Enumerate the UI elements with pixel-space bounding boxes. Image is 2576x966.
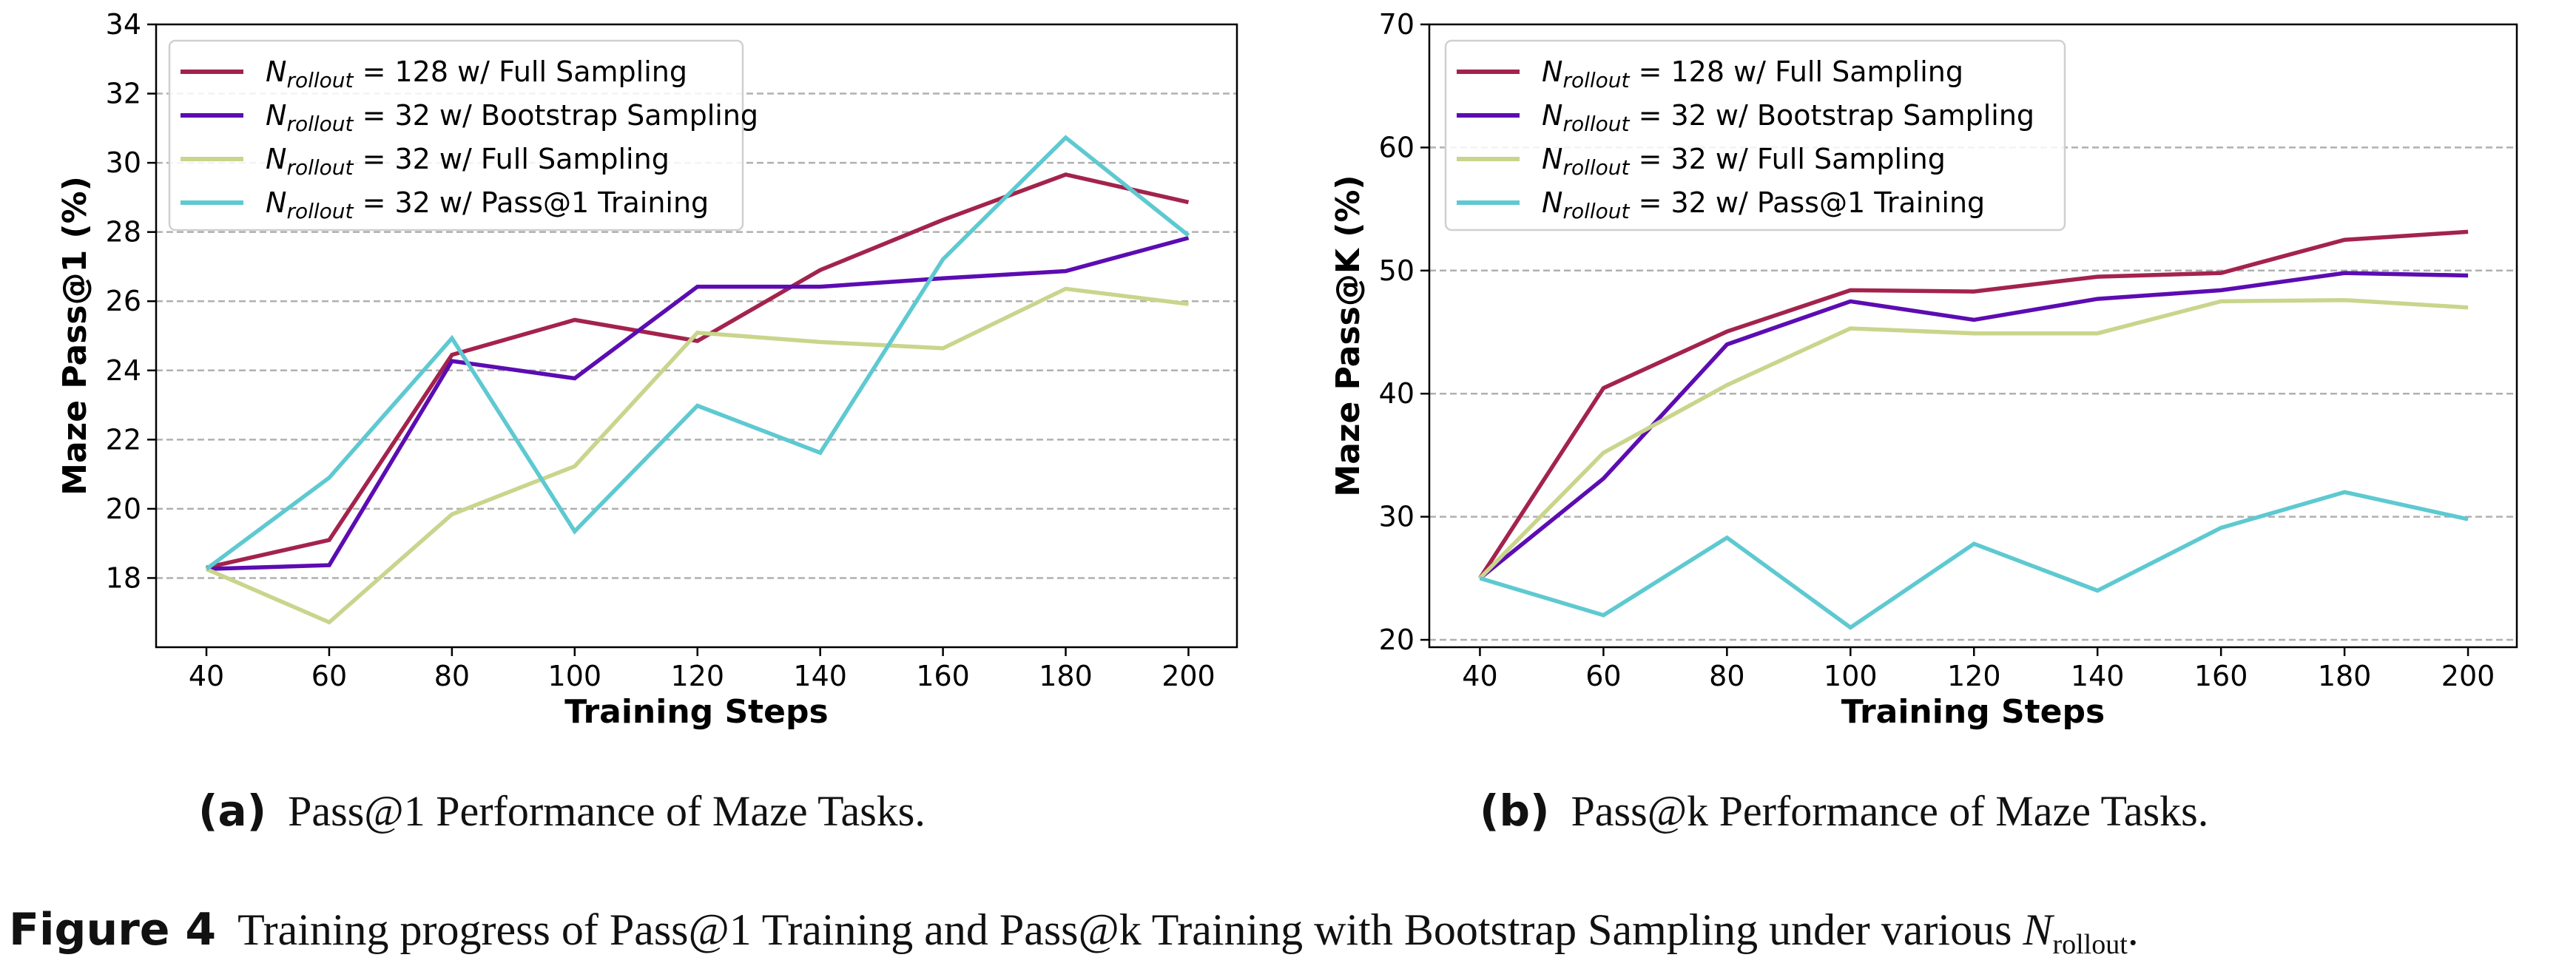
series-line-3 — [1478, 297, 2469, 580]
series-line-4 — [1479, 490, 2469, 630]
caption-b-label: (b) — [1480, 786, 1550, 836]
series-line-1 — [206, 172, 1190, 570]
series-line-1 — [1478, 229, 2469, 580]
x-tick-label: 160 — [2194, 660, 2248, 692]
y-tick-label: 28 — [106, 216, 141, 249]
x-tick-label: 160 — [916, 660, 970, 692]
chart-b: 20 30 40 50 60 70 40 60 80 100 120 140 160 180 200 Trai… — [1329, 8, 2518, 731]
x-tick-label: 100 — [548, 660, 602, 692]
x-tick-label: 120 — [1947, 660, 2001, 692]
legend-entry: Nrollout = 32 w/ Bootstrap Sampling — [266, 99, 758, 136]
y-tick-label: 70 — [1379, 8, 1415, 41]
legend: Nrollout = 128 w/ Full Sampling Nrollout … — [168, 39, 758, 232]
x-tick-label: 100 — [1824, 660, 1878, 692]
y-tick-label: 32 — [106, 78, 141, 110]
caption-a-text: Pass@1 Performance of Maze Tasks. — [288, 787, 925, 835]
x-tick-label: 80 — [1709, 660, 1744, 692]
legend-box — [1444, 39, 2066, 232]
y-tick-label: 60 — [1379, 131, 1415, 163]
y-tick-label: 26 — [106, 285, 141, 317]
plot-frame — [155, 23, 1238, 649]
legend-entry: Nrollout = 128 w/ Full Sampling — [1542, 55, 1963, 92]
caption-b: (b) Pass@k Performance of Maze Tasks. — [1480, 786, 2208, 836]
series-line-4 — [205, 135, 1190, 571]
figure-caption-end: . — [2127, 905, 2139, 954]
legend-box — [168, 39, 744, 232]
chart-a: 18 20 22 24 26 28 30 32 34 40 60 80 100 120 140 160 180 2… — [56, 8, 1238, 731]
y-axis-label: Maze Pass@K (%) — [1329, 175, 1367, 496]
series-line-2 — [206, 235, 1190, 572]
x-tick-label: 60 — [1585, 660, 1621, 692]
y-tick-label: 30 — [106, 146, 141, 179]
y-tick-label: 34 — [106, 8, 141, 41]
x-tick-label: 200 — [1161, 660, 1215, 692]
x-tick-label: 60 — [311, 660, 347, 692]
legend: Nrollout = 128 w/ Full Sampling Nrollout … — [1444, 39, 2066, 232]
y-tick-label: 18 — [106, 561, 141, 594]
y-tick-label: 30 — [1379, 501, 1415, 533]
y-tick-label: 24 — [106, 354, 141, 387]
x-tick-label: 40 — [189, 660, 224, 692]
legend-entry: Nrollout = 32 w/ Full Sampling — [266, 143, 670, 180]
y-tick-label: 22 — [106, 423, 141, 456]
y-tick-label: 20 — [106, 493, 141, 525]
x-tick-label: 140 — [2071, 660, 2125, 692]
legend-entry: Nrollout = 128 w/ Full Sampling — [266, 55, 687, 92]
y-tick-label: 50 — [1379, 254, 1415, 287]
figure-label: Figure 4 — [9, 904, 217, 956]
x-tick-label: 180 — [1039, 660, 1093, 692]
figure-caption-text: Training progress of Pass@1 Training and… — [237, 905, 2012, 954]
series-line-3 — [205, 286, 1189, 625]
x-axis-label: Training Steps — [1841, 693, 2105, 731]
caption-b-text: Pass@k Performance of Maze Tasks. — [1571, 787, 2209, 835]
x-tick-label: 80 — [434, 660, 470, 692]
x-tick-label: 40 — [1462, 660, 1497, 692]
caption-a-label: (a) — [198, 786, 267, 836]
caption-a: (a) Pass@1 Performance of Maze Tasks. — [198, 786, 925, 836]
plot-frame — [1428, 23, 2518, 649]
legend-entry: Nrollout = 32 w/ Pass@1 Training — [1542, 186, 1985, 223]
legend-entry: Nrollout = 32 w/ Pass@1 Training — [266, 186, 709, 223]
x-axis-label: Training Steps — [564, 693, 828, 731]
legend-entry: Nrollout = 32 w/ Bootstrap Sampling — [1542, 99, 2034, 136]
series-line-2 — [1478, 271, 2469, 580]
x-tick-label: 200 — [2441, 660, 2495, 692]
y-tick-label: 40 — [1379, 377, 1415, 410]
figure-caption-subscript: rollout — [2052, 929, 2128, 960]
figure-caption-symbol: N — [2023, 905, 2053, 954]
y-axis-label: Maze Pass@1 (%) — [56, 176, 94, 496]
figure-caption: Figure 4 Training progress of Pass@1 Tra… — [9, 904, 2139, 961]
x-tick-label: 140 — [793, 660, 847, 692]
x-tick-label: 120 — [670, 660, 724, 692]
y-tick-label: 20 — [1379, 624, 1415, 656]
legend-entry: Nrollout = 32 w/ Full Sampling — [1542, 143, 1946, 180]
x-tick-label: 180 — [2318, 660, 2372, 692]
